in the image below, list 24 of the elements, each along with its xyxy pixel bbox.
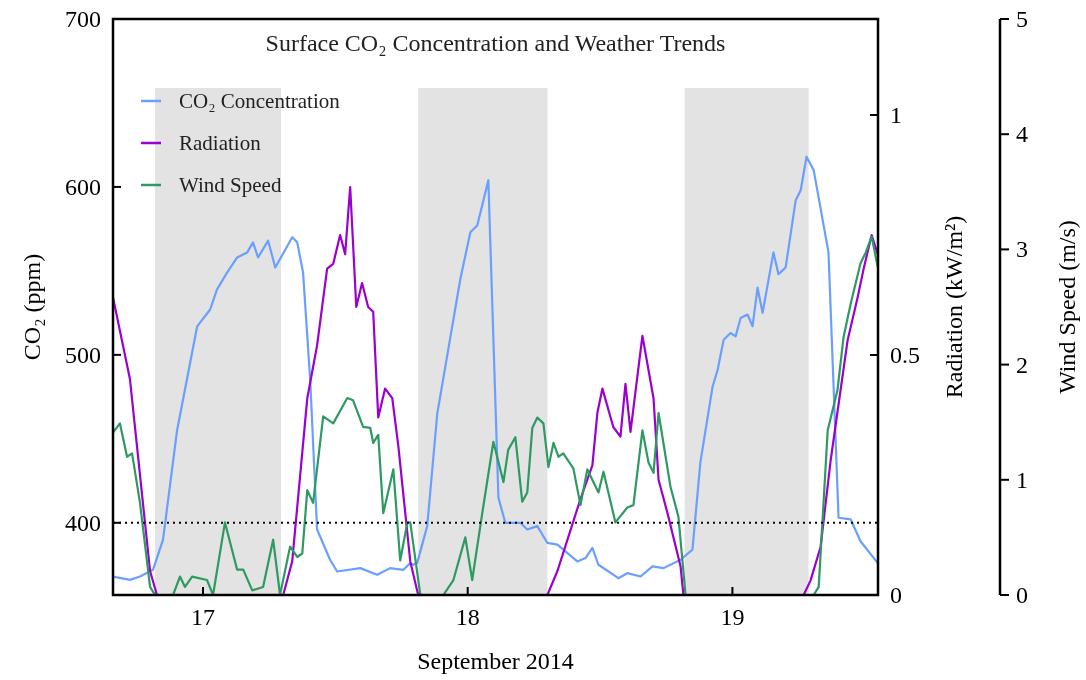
y-tick-label: 700	[65, 6, 101, 32]
y3-tick-label: 1	[1016, 466, 1028, 493]
x-tick-label: 17	[191, 604, 215, 630]
y3-tick-label: 0	[1016, 582, 1028, 608]
x-axis-title: September 2014	[417, 648, 574, 674]
y3-tick-label: 2	[1016, 351, 1028, 378]
y-tick-label: 600	[65, 173, 101, 200]
y2-axis-title: Radiation (kW/m²)	[941, 215, 967, 399]
y3-tick-label: 5	[1016, 6, 1028, 32]
legend-label: CO₂ Concentration	[179, 89, 341, 113]
chart-title: Surface CO₂ Concentration and Weather Trends	[265, 30, 726, 56]
y-tick-label: 500	[65, 341, 101, 368]
x-tick-label: 19	[720, 604, 745, 630]
y3-tick-label: 3	[1016, 236, 1028, 263]
y3-axis-title: Wind Speed (m/s)	[1054, 220, 1080, 394]
y-tick-label: 400	[65, 509, 101, 536]
y2-tick-label: 0	[890, 582, 902, 608]
x-tick-label: 18	[455, 604, 480, 630]
y3-tick-label: 4	[1016, 121, 1028, 148]
y2-tick-label: 0.5	[890, 342, 920, 368]
y2-tick-label: 1	[890, 102, 902, 128]
y-axis-title: CO₂ (ppm)	[19, 253, 45, 361]
legend-label: Radiation	[179, 131, 262, 155]
legend-label: Wind Speed	[179, 173, 282, 197]
